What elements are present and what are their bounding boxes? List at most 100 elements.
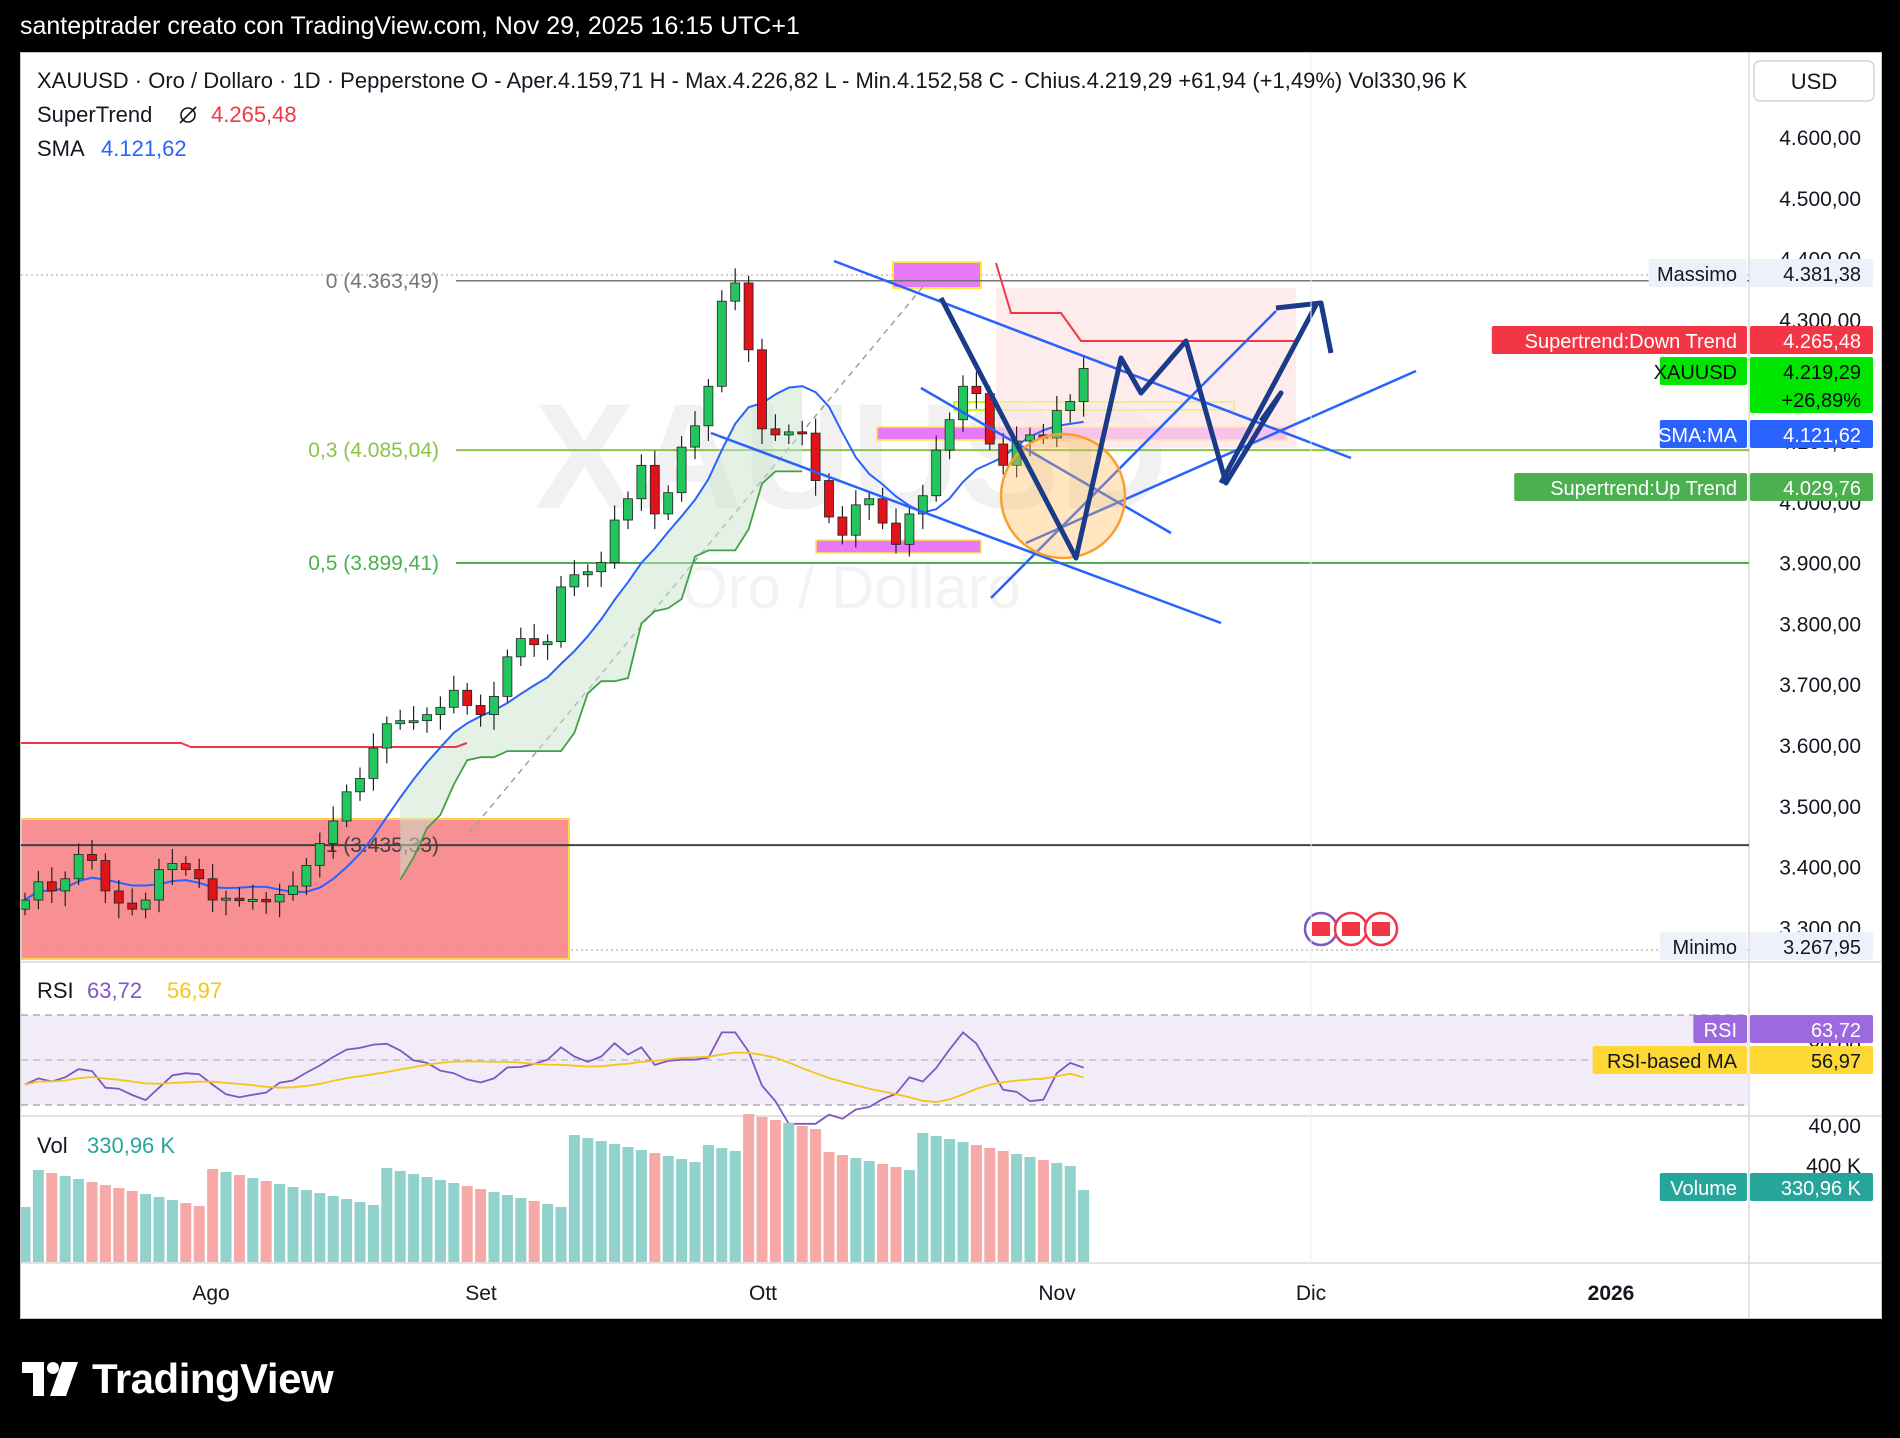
volume-bar [568, 1135, 580, 1262]
candle [234, 897, 245, 902]
candle [475, 705, 486, 715]
max-tag-label-bg [1648, 259, 1747, 287]
tradingview-mark-icon [22, 1362, 78, 1396]
supertrend-down-line-old [21, 742, 468, 748]
candle [489, 695, 499, 715]
zigzag-projection [938, 296, 1284, 561]
rsi-ma-line [24, 1051, 1084, 1103]
candle [783, 431, 794, 436]
volume-bar [1064, 1166, 1076, 1262]
volume-bar [448, 1183, 460, 1262]
max-tag-value: 4.381,38 [1783, 264, 1861, 286]
rsi-line [24, 1031, 1084, 1125]
volume-bar [689, 1162, 701, 1262]
price-tick: 3.500,00 [1779, 796, 1861, 819]
volume-bar [769, 1120, 781, 1262]
candle [408, 720, 419, 724]
volume-bar [903, 1170, 915, 1262]
candle [1051, 410, 1062, 439]
candle [944, 419, 955, 451]
projection-arrow [1218, 303, 1319, 485]
volume-bar [917, 1133, 929, 1262]
candle [1025, 434, 1035, 442]
volume-bar [716, 1148, 728, 1262]
trend-line [920, 386, 1172, 535]
volume-bar [32, 1170, 44, 1262]
volume-bar [863, 1161, 875, 1262]
volume-bar [783, 1123, 795, 1262]
candle [381, 723, 392, 749]
candle [917, 495, 928, 515]
volume-bar [796, 1126, 808, 1262]
candle [73, 854, 84, 880]
volume-bar [46, 1173, 58, 1262]
candle [502, 656, 513, 697]
arrow-head-icon [1275, 300, 1334, 354]
volume-bar [823, 1152, 835, 1262]
candle [46, 881, 57, 892]
volume-legend-label: Vol [37, 1133, 68, 1158]
volume-bar [59, 1176, 71, 1262]
candle [931, 449, 942, 497]
volume-bar [488, 1192, 500, 1262]
volume-bar [542, 1204, 554, 1262]
currency-button-label: USD [1791, 69, 1837, 94]
candle [797, 431, 808, 435]
volume-bar [381, 1168, 393, 1262]
rsi-tag-label-bg [1693, 1015, 1747, 1043]
volume-bar [1051, 1163, 1063, 1262]
volume-bar [314, 1193, 326, 1262]
tradingview-logo: TradingView [22, 1355, 334, 1403]
time-tick: 2026 [1588, 1282, 1635, 1305]
supertrend-down-tag-label-bg [1491, 326, 1747, 354]
volume-bar [555, 1207, 567, 1262]
chart-canvas[interactable]: XAUUSD Oro / Dollaro 0 (4.363,49) 0,3 (4.0… [21, 53, 1881, 1318]
supertrend-legend-label: SuperTrend [37, 102, 152, 127]
hidden-eye-icon [180, 107, 196, 123]
volume-bar [836, 1155, 848, 1262]
legend-value: +61,94 (+1,49%) [1172, 68, 1342, 93]
candle [609, 519, 620, 564]
volume-bar [126, 1191, 138, 1262]
xauusd-price-tag-label-bg [1659, 357, 1747, 385]
chart-frame[interactable]: XAUUSD Oro / Dollaro 0 (4.363,49) 0,3 (4.0… [20, 52, 1882, 1319]
supertrend-up-tag-value-bg [1750, 473, 1873, 501]
time-tick: Ago [192, 1282, 229, 1305]
candle [1078, 368, 1089, 402]
sma-tag-value-bg [1750, 420, 1873, 448]
candle [1065, 401, 1076, 412]
volume-bar [957, 1142, 969, 1262]
supertrend-down-tag-label: Supertrend:Down Trend [1525, 331, 1737, 353]
volume-bar [595, 1141, 607, 1262]
candle [582, 571, 593, 576]
volume-bar [890, 1167, 902, 1262]
volume-bar [810, 1129, 822, 1262]
candle [877, 498, 888, 524]
candle [87, 854, 97, 861]
us-flag-stripe [1342, 922, 1360, 936]
candle [636, 464, 647, 500]
volume-bar [756, 1117, 768, 1262]
candle [207, 878, 218, 901]
legend-value: XAUUSD · Oro / Dollaro · 1D · Pepperston… [37, 68, 465, 93]
candle [515, 638, 526, 658]
fib-trend-line [468, 282, 927, 834]
volume-tag-value-bg [1750, 1173, 1873, 1201]
candle [703, 385, 714, 427]
volume-tag-label: Volume [1670, 1178, 1737, 1200]
price-tick: 4.500,00 [1779, 188, 1861, 211]
volume-bar [850, 1158, 862, 1262]
volume-bar [1024, 1157, 1036, 1262]
price-tick: 3.800,00 [1779, 613, 1861, 636]
volume-bar [743, 1114, 755, 1262]
volume-bar [408, 1174, 420, 1262]
volume-bar [461, 1186, 473, 1262]
candle [194, 869, 205, 880]
candle [623, 498, 633, 521]
rsi-tick: 40,00 [1808, 1115, 1861, 1138]
candle [529, 638, 540, 646]
volume-bar [260, 1181, 272, 1262]
candle [810, 432, 821, 481]
legend-value: O - Aper.4.159,71 [465, 68, 644, 93]
volume-bar [327, 1196, 339, 1262]
